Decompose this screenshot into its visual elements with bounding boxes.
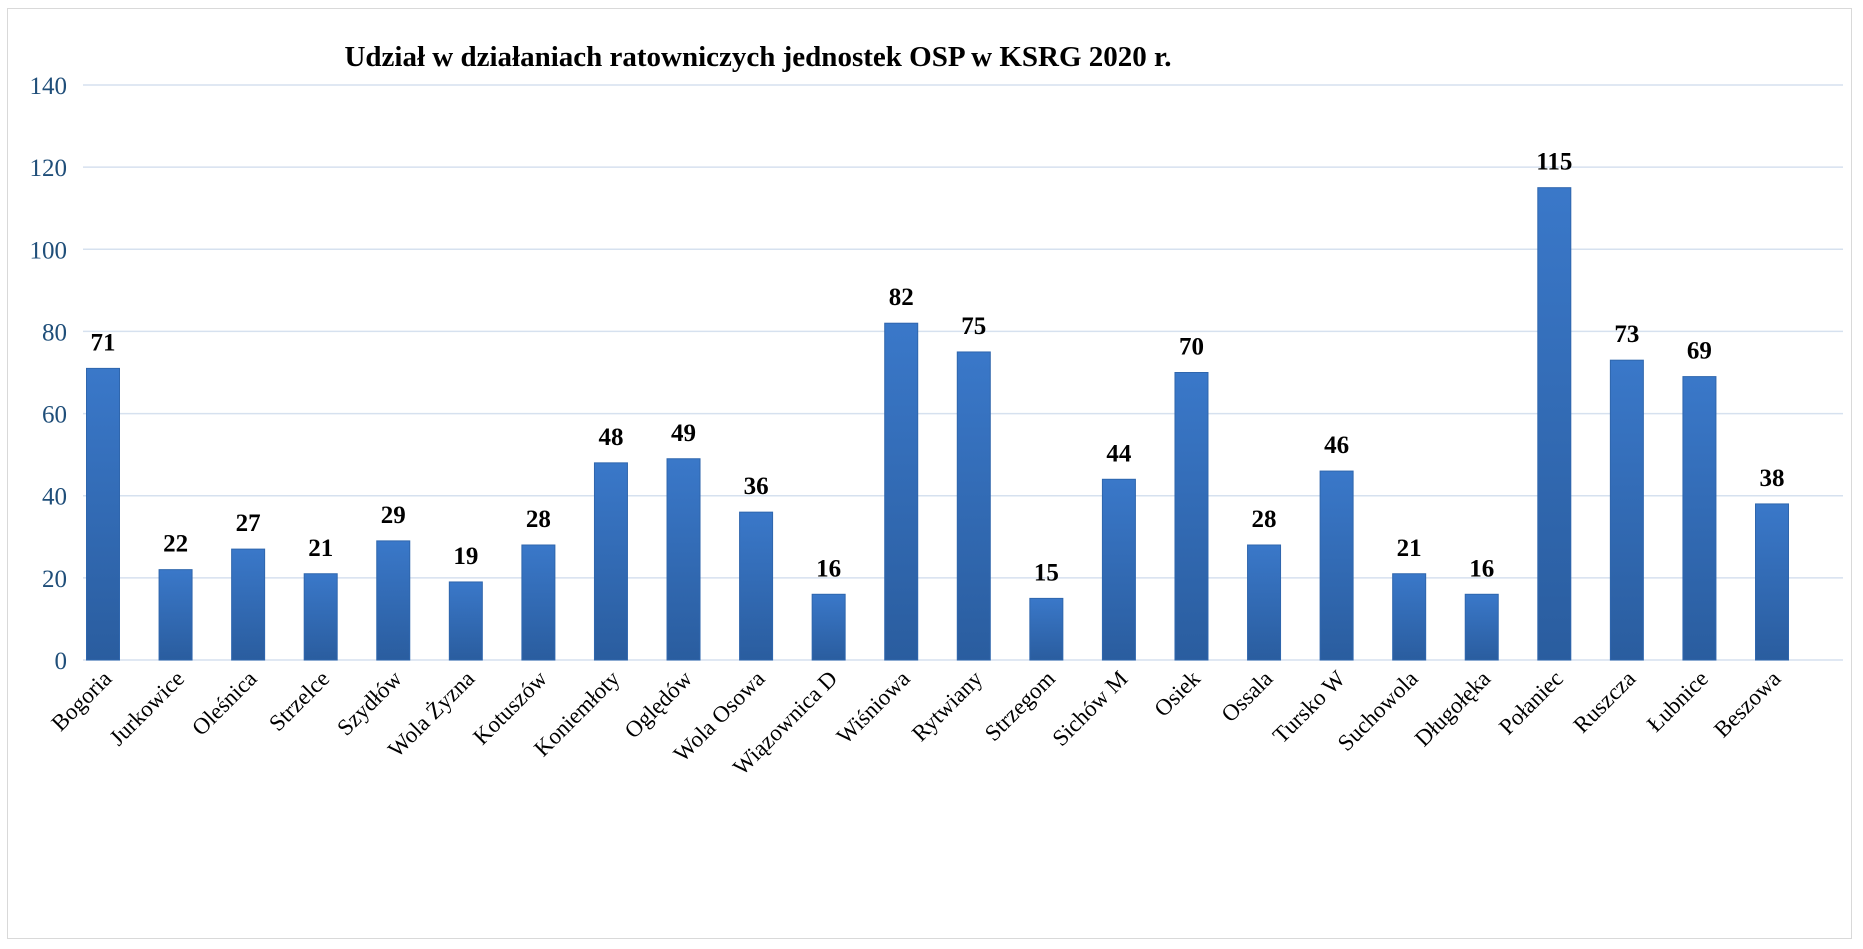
data-label: 44 [1106, 440, 1132, 467]
bar-Wola Żyzna [448, 581, 483, 661]
bar-Oleśnica [231, 548, 266, 661]
data-label: 115 [1536, 149, 1572, 176]
bar-Tursko W [1319, 470, 1354, 661]
data-label: 22 [163, 531, 188, 558]
bar-Wiązownica D [811, 593, 846, 661]
data-label: 27 [236, 510, 261, 537]
data-label: 29 [381, 502, 406, 529]
bar-Osiek [1174, 372, 1209, 661]
data-labels: 71 22 27 21 29 19 28 48 49 36 16 82 75 15 44 70 28 46 21 16… [91, 149, 1785, 587]
y-tick-label: 100 [30, 237, 68, 264]
bar-Wiśniowa [884, 322, 919, 661]
chart-title: Udział w działaniach ratowniczych jednos… [344, 41, 1171, 73]
x-tick-label: Połaniec [1494, 666, 1568, 740]
chart-frame: Udział w działaniach ratowniczych jednos… [7, 8, 1852, 939]
data-label: 73 [1614, 321, 1639, 348]
x-tick-label: Rytwiany [907, 666, 988, 747]
x-tick-label: Suchowola [1333, 666, 1423, 756]
x-tick-label: Ossala [1217, 666, 1278, 727]
y-tick-label: 120 [30, 155, 68, 182]
data-label: 21 [1397, 535, 1422, 562]
bar-Szydłów [376, 540, 411, 661]
bar-Koniemłoty [593, 462, 628, 661]
y-tick-label: 140 [30, 73, 68, 100]
data-label: 49 [671, 420, 696, 447]
bar-Strzelce [303, 573, 338, 661]
bar-Połaniec [1537, 187, 1572, 661]
data-label: 21 [308, 535, 333, 562]
x-tick-label: Szydłów [332, 666, 407, 741]
bar-Ruszcza [1609, 359, 1644, 661]
data-label: 82 [889, 284, 914, 311]
y-tick-label: 20 [42, 566, 67, 593]
data-label: 71 [91, 329, 116, 356]
x-tick-label: Strzelce [264, 666, 334, 736]
data-label: 69 [1687, 338, 1712, 365]
bar-Sichów M [1101, 478, 1136, 661]
y-tick-label: 40 [42, 484, 67, 511]
x-tick-label: Beszowa [1709, 666, 1785, 742]
data-label: 16 [1469, 555, 1494, 582]
data-label: 70 [1179, 334, 1204, 361]
bar-Łubnice [1682, 376, 1717, 661]
x-tick-label: Łubnice [1642, 666, 1713, 737]
data-label: 28 [526, 506, 551, 533]
data-label: 36 [744, 473, 769, 500]
data-label: 28 [1252, 506, 1277, 533]
bar-Oględów [666, 458, 701, 661]
x-tick-label: Osiek [1149, 666, 1205, 722]
bar-Bogoria [86, 367, 120, 661]
bar-Kotuszów [521, 544, 556, 661]
bar-Ossala [1247, 544, 1282, 661]
bar-Suchowola [1392, 573, 1427, 661]
bar-Rytwiany [956, 351, 991, 661]
bar-Wola Osowa [739, 511, 774, 661]
data-label: 16 [816, 555, 841, 582]
bars [86, 187, 1789, 661]
bar-Jurkowice [158, 569, 193, 661]
bar-Beszowa [1755, 503, 1789, 661]
y-tick-label: 60 [42, 402, 67, 429]
data-label: 46 [1324, 432, 1349, 459]
y-tick-label: 0 [55, 648, 68, 675]
bar-Długołęka [1464, 593, 1499, 661]
bar-chart: Udział w działaniach ratowniczych jednos… [30, 41, 1843, 780]
x-tick-label: Długołęka [1410, 666, 1495, 751]
x-tick-label: Jurkowice [105, 666, 190, 751]
bar-Strzegom [1029, 597, 1064, 661]
data-label: 75 [961, 313, 986, 340]
y-axis-tick-labels: 0 20 40 60 80 100 120 140 [30, 73, 68, 675]
data-label: 48 [598, 424, 623, 451]
data-label: 15 [1034, 559, 1059, 586]
y-tick-label: 80 [42, 319, 67, 346]
x-tick-label: Bogoria [46, 666, 116, 736]
data-label: 19 [453, 543, 478, 570]
x-tick-label: Sichów M [1047, 666, 1132, 751]
data-label: 38 [1760, 465, 1785, 492]
x-tick-label: Wiśniowa [832, 666, 915, 749]
x-tick-label: Ruszcza [1569, 666, 1641, 738]
x-tick-label: Oleśnica [187, 666, 262, 741]
